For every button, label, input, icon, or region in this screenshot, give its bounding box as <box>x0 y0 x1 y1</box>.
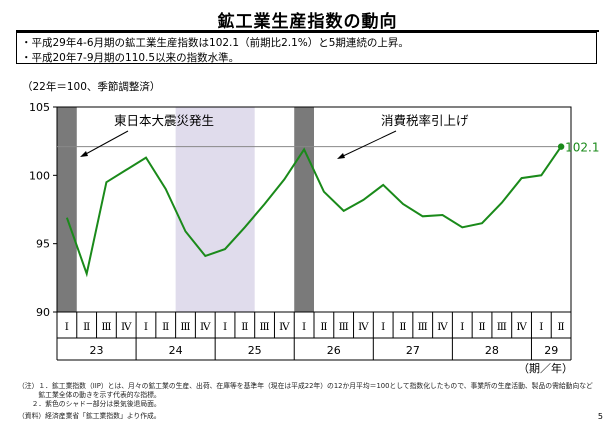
x-tick-label: Ⅲ <box>101 321 111 333</box>
x-tick-label: Ⅲ <box>497 321 507 333</box>
x-tick-label: Ⅳ <box>516 321 527 333</box>
annotation-earthquake: 東日本大震災発生 <box>114 113 214 128</box>
x-tick-label: Ⅳ <box>358 321 369 333</box>
data-point-latest <box>557 143 565 150</box>
x-tick-label: Ⅱ <box>320 321 327 333</box>
summary-line: ・平成29年4-6月期の鉱工業生産指数は102.1（前期比2.1%）と5期連続の… <box>21 37 409 49</box>
x-tick-label: Ⅳ <box>437 321 448 333</box>
end-value-label: 102.1 <box>565 141 599 155</box>
series-line <box>65 146 562 278</box>
x-tick-label: Ⅰ <box>539 321 543 333</box>
event-shade-band <box>294 107 314 312</box>
x-tick-label: Ⅰ <box>381 321 385 333</box>
event-shade-band <box>57 107 77 312</box>
title-underline <box>16 30 599 32</box>
x-tick-label: Ⅲ <box>180 321 190 333</box>
x-tick-label: Ⅳ <box>200 321 211 333</box>
x-tick-label: Ⅱ <box>162 321 169 333</box>
x-axis-unit-label: （期／年） <box>518 361 573 375</box>
annotation-tax-hike: 消費税率引上げ <box>381 113 469 128</box>
recession-shade-band <box>175 107 255 312</box>
page-title: 鉱工業生産指数の動向 <box>217 12 398 32</box>
y-tick-label: 95 <box>36 238 50 251</box>
year-label: 27 <box>406 344 420 357</box>
year-label: 26 <box>327 344 341 357</box>
footnote-line: 鉱工業全体の動きを示す代表的な指標。 <box>18 391 161 399</box>
year-label: 29 <box>544 344 558 357</box>
x-tick-label: Ⅱ <box>399 321 406 333</box>
x-tick-label: Ⅱ <box>558 321 565 333</box>
annotation-arrowhead <box>337 153 345 159</box>
year-label: 24 <box>169 344 183 357</box>
x-tick-label: Ⅲ <box>260 321 270 333</box>
x-tick-label: Ⅰ <box>302 321 306 333</box>
x-tick-label: Ⅱ <box>83 321 90 333</box>
y-tick-label: 90 <box>36 306 50 319</box>
unit-note: （22年＝100、季節調整済） <box>22 81 161 93</box>
x-tick-label: Ⅰ <box>460 321 464 333</box>
x-tick-label: Ⅳ <box>121 321 132 333</box>
annotation-arrow <box>340 130 397 158</box>
year-label: 25 <box>248 344 262 357</box>
x-tick-label: Ⅲ <box>418 321 428 333</box>
x-tick-label: Ⅰ <box>144 321 148 333</box>
year-label: 28 <box>485 344 499 357</box>
y-tick-label: 105 <box>29 101 50 114</box>
x-tick-label: Ⅲ <box>339 321 349 333</box>
summary-box: ・平成29年4-6月期の鉱工業生産指数は102.1（前期比2.1%）と5期連続の… <box>16 32 597 64</box>
x-tick-label: Ⅰ <box>223 321 227 333</box>
year-label: 23 <box>90 344 104 357</box>
footnote-line: （注）１．鉱工業指数（IIP）とは、月々の鉱工業の生産、出荷、在庫等を基準年（現… <box>18 382 593 390</box>
x-tick-label: Ⅳ <box>279 321 290 333</box>
y-tick-label: 100 <box>29 169 50 182</box>
x-tick-label: Ⅱ <box>241 321 248 333</box>
footnote-line: ２．紫色のシャドー部分は景気後退局面。 <box>18 400 161 408</box>
page-number: 5 <box>597 412 603 421</box>
x-tick-label: Ⅱ <box>478 321 485 333</box>
footnote-line: （資料）経済産業省「鉱工業指数」より作成。 <box>18 412 161 420</box>
summary-line: ・平成20年7-9月期の110.5以来の指数水準。 <box>21 52 240 64</box>
annotation-arrowhead <box>80 151 88 157</box>
annotation-arrow <box>83 130 129 156</box>
x-tick-label: Ⅰ <box>65 321 69 333</box>
